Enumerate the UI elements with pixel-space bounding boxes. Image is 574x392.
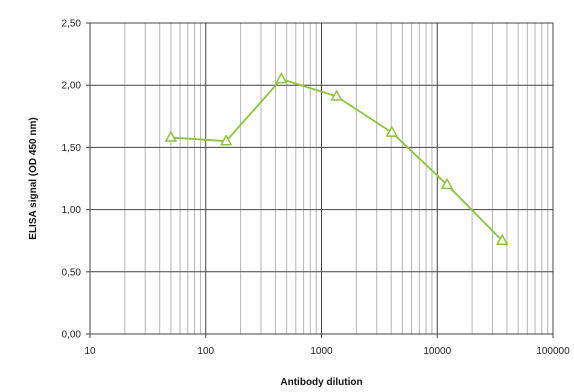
data-point-marker [219,134,233,146]
y-tick-label: 2,00 [62,81,82,92]
data-point-marker [495,233,509,246]
y-tick-label: 0,50 [62,267,82,278]
minor-gridlines [124,23,549,334]
data-point-marker [164,130,178,142]
y-axis-ticks: 0,00 0,50 1,00 1,50 2,00 2,50 [62,19,90,341]
y-tick-label: 0,00 [62,330,82,341]
data-point-marker [440,177,454,190]
x-tick-label: 100 [197,346,214,357]
y-tick-label: 2,50 [62,19,82,30]
series-layer [164,72,509,246]
series-line [170,77,503,242]
data-point-marker [330,89,343,101]
data-point-marker [275,72,288,84]
x-tick-label: 10000 [423,346,451,357]
x-tick-label: 1000 [310,346,333,357]
x-axis-ticks: 10 100 1000 10000 100000 [84,334,570,357]
data-point-marker [385,125,399,137]
x-axis-title: Antibody dilution [280,377,362,388]
x-tick-label: 10 [84,346,96,357]
y-axis-title: ELISA signal (OD 450 nm) [28,117,39,239]
y-tick-label: 1,00 [62,205,82,216]
x-tick-label: 100000 [536,346,570,357]
y-tick-label: 1,50 [62,143,82,154]
